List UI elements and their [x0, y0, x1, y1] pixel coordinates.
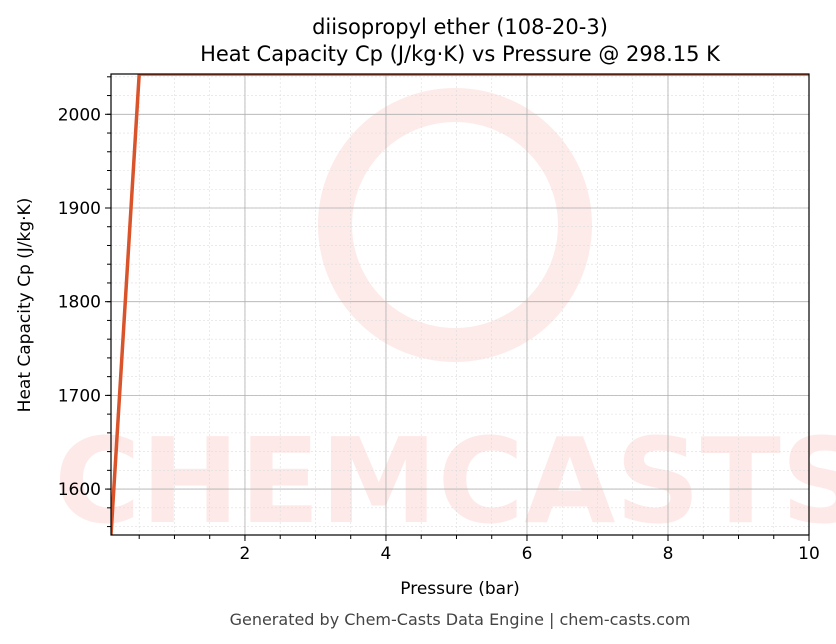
y-axis-label: Heat Capacity Cp (J/kg·K)	[15, 198, 35, 413]
y-tick-label: 1600	[58, 480, 101, 500]
x-tick-label: 8	[663, 544, 674, 564]
watermark-logo	[318, 88, 592, 362]
x-axis-label: Pressure (bar)	[400, 579, 519, 599]
y-tick-label: 1900	[58, 199, 101, 219]
y-tick-label: 1700	[58, 386, 101, 406]
x-tick-label: 2	[240, 544, 251, 564]
y-tick-label: 2000	[58, 105, 101, 125]
y-tick-label: 1800	[58, 293, 101, 313]
x-tick-label: 10	[798, 544, 820, 564]
x-tick-label: 4	[381, 544, 392, 564]
x-tick-label: 6	[522, 544, 533, 564]
data-line	[111, 74, 809, 535]
plot-frame	[110, 73, 810, 536]
chart-subtitle: Heat Capacity Cp (J/kg·K) vs Pressure @ …	[200, 42, 721, 66]
chart-title: diisopropyl ether (108-20-3)	[312, 15, 608, 39]
footer: Generated by Chem-Casts Data Engine | ch…	[230, 610, 691, 629]
watermark: CHEMCASTS	[54, 88, 836, 550]
watermark-text: CHEMCASTS	[54, 412, 836, 550]
